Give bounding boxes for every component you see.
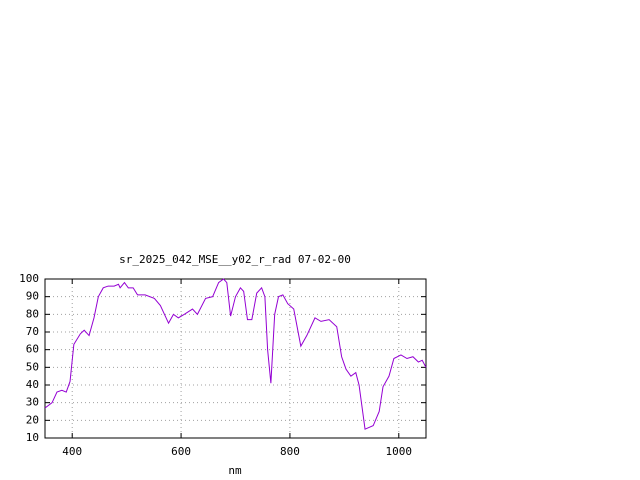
y-tick-label: 40	[26, 378, 39, 391]
plot-border	[44, 278, 427, 439]
y-tick-label: 20	[26, 413, 39, 426]
chart-title: sr_2025_042_MSE__y02_r_rad 07-02-00	[119, 253, 351, 266]
y-tick-label: 90	[26, 290, 39, 303]
data-line	[44, 278, 427, 430]
y-tick-label: 50	[26, 360, 39, 373]
x-tick-label: 600	[171, 445, 191, 458]
y-tick-label: 100	[19, 272, 39, 285]
x-tick-label: 400	[62, 445, 82, 458]
y-tick-label: 60	[26, 343, 39, 356]
x-axis-label: nm	[228, 464, 242, 477]
y-tick-label: 30	[26, 396, 39, 409]
y-tick-label: 80	[26, 307, 39, 320]
y-tick-label: 10	[26, 431, 39, 444]
x-tick-label: 800	[280, 445, 300, 458]
x-tick-label: 1000	[386, 445, 413, 458]
y-tick-label: 70	[26, 325, 39, 338]
